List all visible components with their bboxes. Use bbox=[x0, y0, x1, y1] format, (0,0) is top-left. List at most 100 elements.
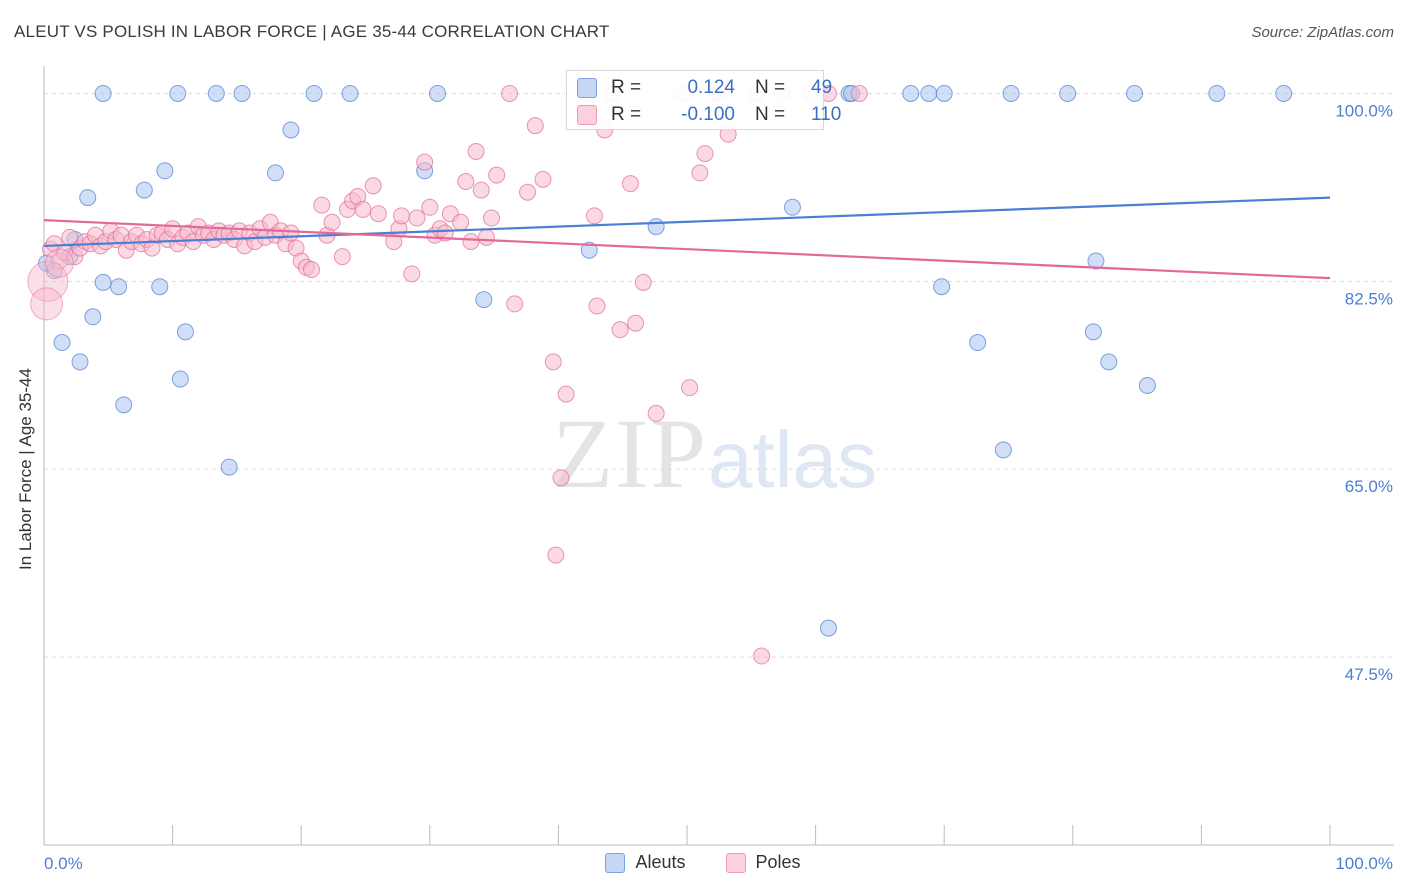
legend-label-aleuts: Aleuts bbox=[635, 852, 686, 872]
point-poles bbox=[526, 117, 544, 135]
point-aleuts bbox=[1002, 84, 1020, 102]
trendline-poles bbox=[43, 219, 1331, 280]
point-poles bbox=[647, 404, 665, 422]
point-poles bbox=[467, 142, 485, 160]
point-aleuts bbox=[819, 619, 837, 637]
point-aleuts bbox=[1087, 252, 1105, 270]
legend-swatch-aleuts bbox=[605, 852, 626, 873]
trendline-aleuts bbox=[43, 196, 1331, 248]
point-poles bbox=[691, 164, 709, 182]
point-aleuts bbox=[115, 396, 133, 414]
point-poles bbox=[501, 84, 519, 102]
point-poles bbox=[393, 207, 411, 225]
point-aleuts bbox=[94, 84, 112, 102]
point-poles bbox=[354, 200, 372, 218]
point-poles bbox=[302, 261, 320, 279]
legend: Aleuts Poles bbox=[0, 852, 1406, 873]
point-aleuts bbox=[935, 84, 953, 102]
point-aleuts bbox=[994, 441, 1012, 459]
point-poles bbox=[506, 295, 524, 313]
point-poles bbox=[477, 228, 495, 246]
point-poles bbox=[333, 248, 351, 266]
point-aleuts bbox=[429, 84, 447, 102]
point-aleuts bbox=[233, 84, 251, 102]
point-aleuts bbox=[1138, 376, 1156, 394]
point-aleuts bbox=[1208, 84, 1226, 102]
point-poles bbox=[621, 175, 639, 193]
y-tick-label: 47.5% bbox=[1345, 665, 1393, 684]
point-aleuts bbox=[1126, 84, 1144, 102]
x-tick-label: 0.0% bbox=[44, 854, 83, 873]
point-poles bbox=[457, 173, 475, 191]
point-poles bbox=[403, 265, 421, 283]
point-aleuts bbox=[110, 278, 128, 296]
point-poles bbox=[408, 209, 426, 227]
point-poles bbox=[519, 183, 537, 201]
point-poles bbox=[681, 379, 699, 397]
point-aleuts bbox=[1275, 84, 1293, 102]
point-aleuts bbox=[1084, 323, 1102, 341]
legend-item-poles[interactable]: Poles bbox=[725, 852, 801, 873]
point-aleuts bbox=[475, 291, 493, 309]
point-poles bbox=[323, 213, 341, 231]
point-poles-cluster bbox=[30, 287, 64, 321]
point-poles bbox=[364, 177, 382, 195]
point-poles bbox=[313, 196, 331, 214]
stats-swatch-poles bbox=[577, 105, 597, 125]
stats-r-value: -0.100 bbox=[681, 104, 735, 125]
point-aleuts bbox=[920, 84, 938, 102]
stats-swatch-aleuts bbox=[577, 78, 597, 98]
legend-item-aleuts[interactable]: Aleuts bbox=[605, 852, 686, 873]
point-poles bbox=[696, 145, 714, 163]
point-aleuts bbox=[220, 458, 238, 476]
point-aleuts bbox=[79, 189, 97, 207]
point-poles bbox=[547, 546, 565, 564]
point-poles bbox=[472, 181, 490, 199]
stats-row-aleuts: R = 0.124 N = 49 bbox=[577, 75, 832, 101]
y-tick-label: 100.0% bbox=[1335, 101, 1393, 120]
stats-n-value: 110 bbox=[811, 104, 842, 125]
point-poles bbox=[282, 224, 300, 242]
legend-label-poles: Poles bbox=[755, 852, 801, 872]
point-poles bbox=[452, 213, 470, 231]
point-aleuts bbox=[151, 278, 169, 296]
point-poles bbox=[634, 273, 652, 291]
point-aleuts bbox=[305, 84, 323, 102]
point-poles bbox=[369, 205, 387, 223]
point-aleuts bbox=[171, 370, 189, 388]
point-aleuts bbox=[282, 121, 300, 139]
watermark-zip: ZIP bbox=[552, 398, 708, 509]
stats-box: R = 0.124 N = 49 R = -0.100 N = 110 bbox=[566, 70, 841, 130]
point-poles bbox=[588, 297, 606, 315]
point-aleuts bbox=[94, 273, 112, 291]
stats-r-label: R = bbox=[611, 104, 642, 125]
point-aleuts bbox=[1059, 84, 1077, 102]
chart-title: ALEUT VS POLISH IN LABOR FORCE | AGE 35-… bbox=[14, 22, 610, 41]
point-poles bbox=[483, 209, 501, 227]
y-tick-label: 82.5% bbox=[1345, 289, 1393, 308]
point-poles bbox=[488, 166, 506, 184]
point-poles bbox=[534, 170, 552, 188]
point-poles bbox=[611, 321, 629, 339]
point-aleuts bbox=[84, 308, 102, 326]
point-aleuts bbox=[647, 218, 665, 236]
point-poles bbox=[850, 84, 868, 102]
stats-n-label: N = bbox=[755, 104, 786, 125]
point-poles bbox=[462, 233, 480, 251]
point-aleuts bbox=[933, 278, 951, 296]
source-credit: Source: ZipAtlas.com bbox=[1251, 24, 1394, 41]
point-aleuts bbox=[580, 241, 598, 259]
point-poles bbox=[627, 314, 645, 332]
watermark: ZIPatlas bbox=[552, 396, 877, 511]
watermark-atlas: atlas bbox=[708, 415, 877, 504]
legend-swatch-poles bbox=[725, 852, 746, 873]
point-aleuts bbox=[176, 323, 194, 341]
point-aleuts bbox=[156, 162, 174, 180]
point-poles bbox=[416, 153, 434, 171]
point-poles-cluster bbox=[27, 260, 69, 302]
point-poles bbox=[544, 353, 562, 371]
point-aleuts bbox=[1100, 353, 1118, 371]
point-poles bbox=[753, 647, 771, 665]
point-aleuts bbox=[783, 198, 801, 216]
